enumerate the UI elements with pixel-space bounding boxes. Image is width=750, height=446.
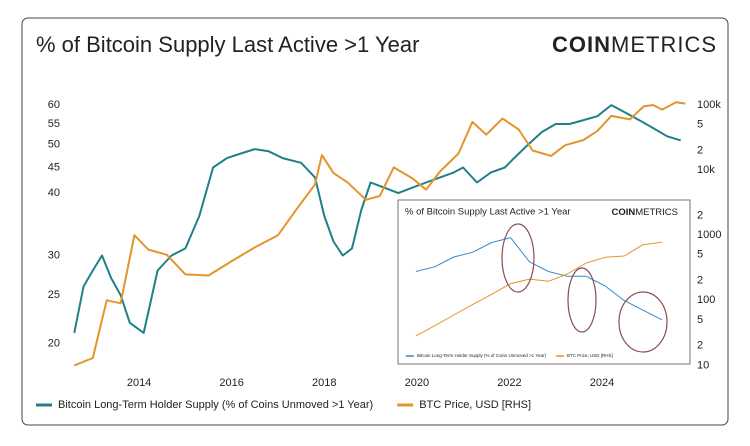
y2-tick-label: 5 [697, 118, 703, 130]
annotation-circle [618, 291, 668, 353]
inset-logo-bold: COIN [612, 207, 636, 218]
y-tick-label: 30 [48, 249, 60, 261]
y2-tick-label: 5 [697, 249, 703, 261]
x-tick-label: 2016 [219, 377, 243, 389]
y2-tick-label: 2 [697, 144, 703, 156]
x-tick-label: 2024 [590, 377, 614, 389]
y-tick-label: 20 [48, 337, 60, 349]
series-line [73, 101, 686, 367]
x-tick-label: 2018 [312, 377, 336, 389]
x-tick-label: 2022 [497, 377, 521, 389]
y-tick-label: 40 [48, 187, 60, 199]
y-tick-label: 25 [48, 289, 60, 301]
x-tick-label: 2014 [127, 377, 151, 389]
logo: COINMETRICS [552, 32, 717, 57]
inset-legend-label: BTC Price, USD [RHS] [567, 353, 613, 358]
logo-bold: COIN [552, 32, 611, 57]
y2-tick-label: 10k [697, 164, 715, 176]
inset-logo: COINMETRICS [612, 207, 679, 218]
y-tick-label: 50 [48, 139, 60, 151]
series-line [73, 104, 681, 334]
y2-tick-label: 1000 [697, 229, 721, 241]
inset-logo-light: METRICS [635, 207, 678, 218]
inset-legend-label: Bitcoin Long-Term Holder Supply (% of Co… [417, 353, 546, 358]
series-line [415, 237, 663, 321]
y-tick-label: 45 [48, 161, 60, 173]
logo-light: METRICS [611, 32, 717, 57]
inset-title: % of Bitcoin Supply Last Active >1 Year [405, 207, 571, 218]
legend-label: BTC Price, USD [RHS] [419, 399, 531, 411]
legend-label: Bitcoin Long-Term Holder Supply (% of Co… [58, 399, 373, 411]
y2-tick-label: 100 [697, 294, 715, 306]
inset-frame [397, 199, 691, 365]
y-tick-label: 60 [48, 99, 60, 111]
y2-tick-label: 2 [697, 209, 703, 221]
y2-tick-label: 100k [697, 99, 721, 111]
y2-tick-label: 2 [697, 340, 703, 352]
chart-title: % of Bitcoin Supply Last Active >1 Year [36, 32, 419, 57]
annotation-circle [501, 223, 535, 293]
y2-tick-label: 10 [697, 359, 709, 371]
annotation-circle [567, 267, 597, 333]
x-tick-label: 2020 [405, 377, 429, 389]
series-line [415, 241, 663, 337]
y2-tick-label: 5 [697, 314, 703, 326]
y2-tick-label: 2 [697, 275, 703, 287]
y-tick-label: 55 [48, 118, 60, 130]
